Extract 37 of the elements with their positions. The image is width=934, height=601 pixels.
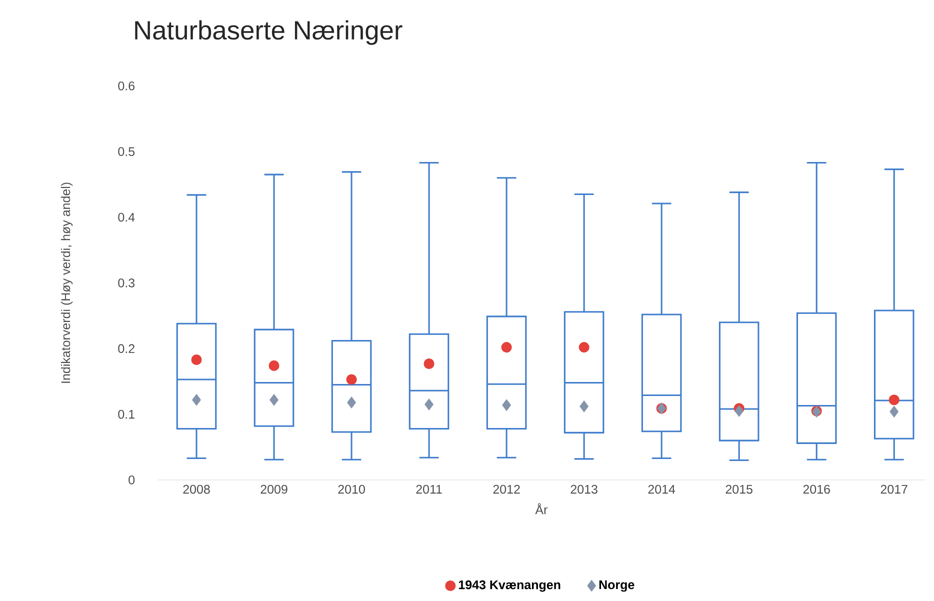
point bbox=[502, 399, 511, 411]
legend-label: 1943 Kvænangen bbox=[458, 580, 560, 592]
x-tick-label: 2014 bbox=[648, 484, 676, 494]
point bbox=[346, 374, 357, 385]
point bbox=[890, 406, 899, 418]
x-axis-title: År bbox=[535, 503, 548, 514]
x-tick-label: 2008 bbox=[183, 484, 210, 494]
x-tick-label: 2009 bbox=[260, 484, 288, 494]
x-tick-label: 2012 bbox=[493, 484, 520, 494]
legend-label: Norge bbox=[599, 580, 634, 592]
x-tick-label: 2017 bbox=[880, 484, 908, 494]
chart-title: Naturbaserte Næringer bbox=[135, 20, 402, 45]
y-axis-title: Indikatorverdi (Høy verdi, høy andel) bbox=[60, 182, 73, 383]
y-tick-label: 0.2 bbox=[118, 344, 134, 353]
y-tick-label: 0.5 bbox=[118, 146, 135, 156]
y-tick-label: 0 bbox=[128, 475, 135, 484]
y-tick-label: 0.6 bbox=[118, 81, 135, 90]
y-tick-label: 0.4 bbox=[118, 212, 135, 222]
y-tick-label: 0.3 bbox=[118, 278, 135, 288]
point bbox=[347, 396, 356, 408]
point bbox=[734, 404, 744, 417]
y-tick-label: 0.1 bbox=[118, 410, 134, 418]
point bbox=[501, 342, 512, 352]
point bbox=[191, 354, 202, 365]
point bbox=[580, 400, 589, 412]
point bbox=[888, 394, 900, 405]
point bbox=[268, 360, 280, 371]
x-tick-label: 2015 bbox=[726, 484, 752, 494]
x-tick-label: 2013 bbox=[570, 484, 598, 494]
x-tick-label: 2016 bbox=[803, 484, 830, 494]
x-tick-label: 2011 bbox=[416, 484, 442, 494]
x-tick-label: 2010 bbox=[338, 484, 365, 494]
point bbox=[192, 394, 201, 406]
point bbox=[270, 394, 278, 406]
point bbox=[424, 358, 434, 369]
point bbox=[424, 398, 434, 410]
point bbox=[578, 342, 590, 352]
